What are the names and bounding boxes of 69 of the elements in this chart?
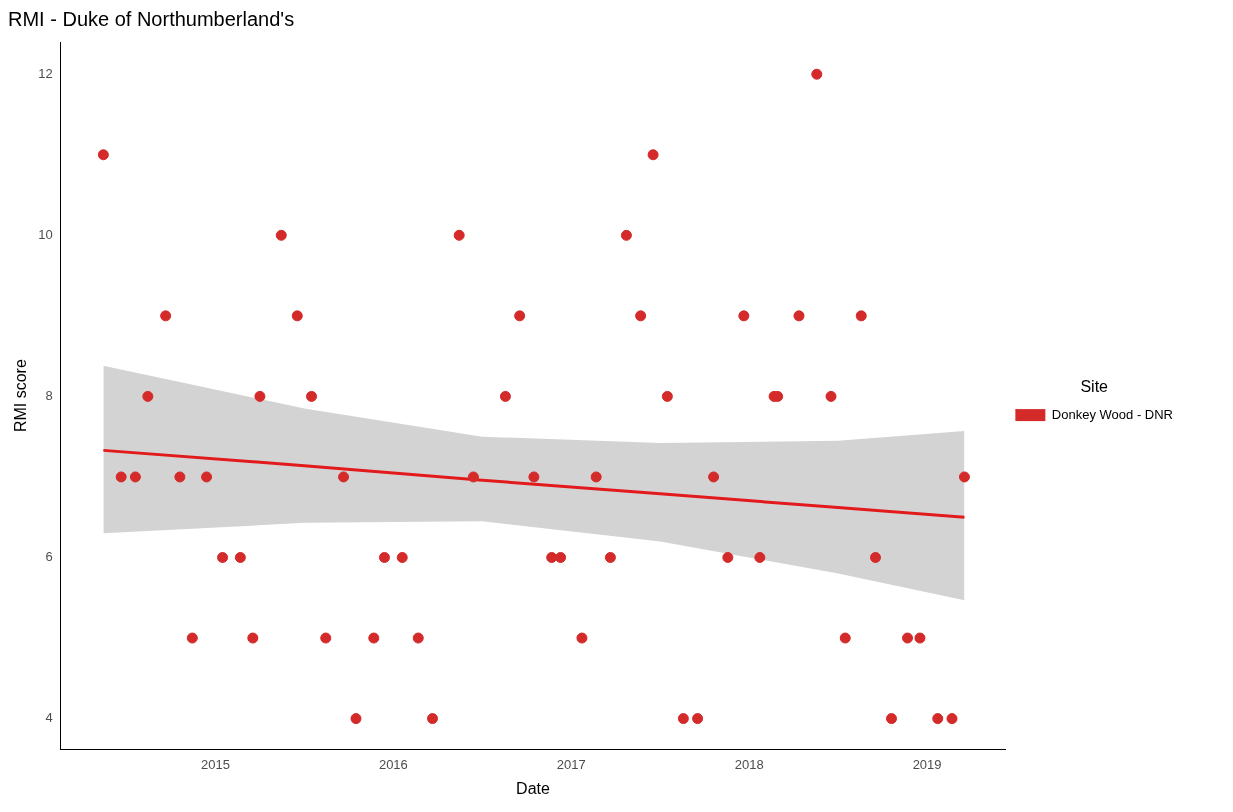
legend-label: Donkey Wood - DNR <box>1051 406 1174 422</box>
x-tick-label: 2017 <box>556 756 586 772</box>
point <box>708 471 720 483</box>
x-tick-label: 2019 <box>912 756 942 772</box>
point <box>320 632 332 644</box>
point <box>426 713 438 725</box>
point <box>811 68 823 80</box>
point <box>738 310 750 322</box>
point <box>97 149 109 161</box>
point <box>914 632 926 644</box>
point <box>677 713 689 725</box>
point <box>142 390 154 402</box>
point <box>692 713 704 725</box>
point <box>590 471 602 483</box>
point <box>217 552 229 563</box>
chart-title: RMI - Duke of Northumberland's <box>8 7 295 30</box>
point <box>604 552 616 563</box>
y-tick-label: 6 <box>45 549 53 565</box>
point <box>201 471 213 483</box>
point <box>186 632 198 644</box>
y-tick-label: 4 <box>45 710 53 726</box>
y-axis-title: RMI score <box>12 359 30 433</box>
point <box>453 229 465 241</box>
point <box>722 552 734 563</box>
legend-title: Site <box>1080 377 1109 395</box>
point <box>661 390 673 402</box>
point <box>855 310 867 322</box>
point <box>254 390 266 402</box>
point <box>368 632 380 644</box>
point <box>886 713 898 725</box>
point <box>275 229 287 241</box>
point <box>467 471 479 483</box>
y-tick-label: 8 <box>45 387 53 403</box>
point <box>825 390 837 402</box>
point <box>958 471 970 483</box>
point <box>174 471 186 483</box>
point <box>754 552 766 563</box>
point <box>129 471 141 483</box>
point <box>576 632 588 644</box>
x-tick-label: 2018 <box>734 756 764 772</box>
point <box>350 713 362 725</box>
x-axis-title: Date <box>516 779 551 797</box>
point <box>647 149 659 161</box>
point <box>291 310 303 322</box>
point <box>514 310 526 322</box>
point <box>839 632 851 644</box>
y-tick-label: 12 <box>38 65 53 81</box>
y-tick-label: 10 <box>38 226 53 242</box>
point <box>338 471 350 483</box>
point <box>378 552 390 563</box>
point <box>234 552 246 563</box>
point <box>555 552 567 563</box>
point <box>115 471 127 483</box>
point <box>396 552 408 563</box>
x-tick-label: 2015 <box>200 756 230 772</box>
point <box>160 310 172 322</box>
point <box>869 552 881 563</box>
point <box>247 632 259 644</box>
point <box>635 310 647 322</box>
point <box>902 632 914 644</box>
point <box>306 390 318 402</box>
point <box>528 471 540 483</box>
point <box>793 310 805 322</box>
point <box>620 229 632 241</box>
point <box>932 713 944 725</box>
point <box>499 390 511 402</box>
x-tick-label: 2016 <box>378 756 408 772</box>
point <box>946 713 958 725</box>
point <box>412 632 424 644</box>
